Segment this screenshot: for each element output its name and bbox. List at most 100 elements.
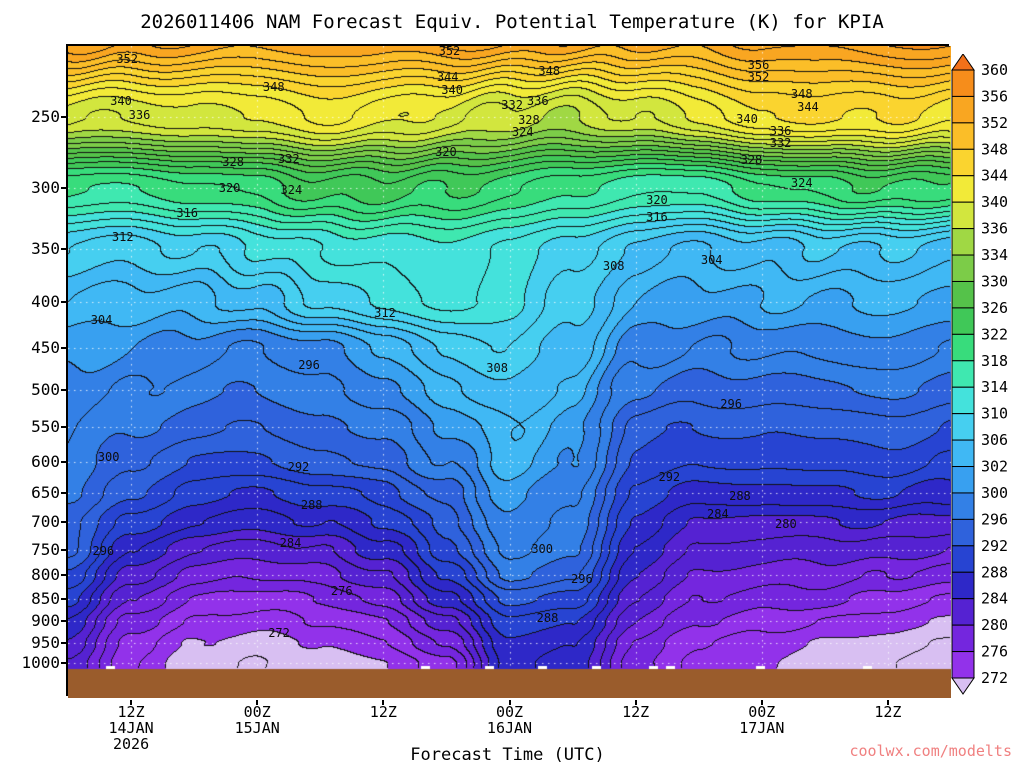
y-tick-mark <box>61 492 66 495</box>
colorbar-label: 326 <box>981 299 1008 317</box>
colorbar-label: 318 <box>981 352 1008 370</box>
contour-label: 284 <box>279 535 302 550</box>
contour-label: 340 <box>441 83 463 98</box>
colorbar-label: 276 <box>981 643 1008 661</box>
y-tick-mark <box>61 661 66 664</box>
x-tick-label: 00Z <box>495 703 524 721</box>
colorbar-segment <box>951 545 975 573</box>
x-tick-mark <box>886 700 889 705</box>
contour-label: 296 <box>720 396 742 411</box>
contour-label: 304 <box>90 312 113 327</box>
colorbar-label: 334 <box>981 246 1008 264</box>
contour-label: 332 <box>277 151 300 166</box>
y-tick-label: 800 <box>31 565 60 584</box>
contour-label: 308 <box>602 258 625 273</box>
contour-label: 340 <box>110 93 132 108</box>
colorbar-label: 344 <box>981 167 1008 185</box>
colorbar-label: 272 <box>981 669 1008 687</box>
colorbar-segment <box>951 148 975 177</box>
y-tick-label: 950 <box>31 632 60 652</box>
colorbar-label: 360 <box>981 61 1008 79</box>
contour-field-canvas <box>68 46 951 698</box>
colorbar-segment <box>951 254 975 282</box>
colorbar-segment <box>951 624 975 653</box>
contour-label: 292 <box>658 469 681 484</box>
contour-label: 276 <box>330 584 353 599</box>
colorbar-segment <box>951 598 975 626</box>
contour-label: 288 <box>729 488 751 503</box>
colorbar-segment <box>951 466 975 494</box>
colorbar-segment <box>951 333 975 362</box>
colorbar-segment <box>951 95 975 124</box>
contour-label: 288 <box>536 611 559 626</box>
y-tick-mark <box>61 347 66 350</box>
y-tick-mark <box>61 460 66 463</box>
x-date-label: 16JAN <box>486 719 533 737</box>
colorbar-label: 330 <box>981 272 1008 290</box>
contour-label: 348 <box>538 63 561 78</box>
contour-label: 292 <box>287 459 310 474</box>
colorbar-label: 314 <box>981 378 1008 396</box>
contour-label: 328 <box>740 153 763 168</box>
y-tick-mark <box>61 300 66 303</box>
contour-label: 324 <box>280 183 303 198</box>
y-tick-label: 300 <box>31 178 60 198</box>
contour-label: 280 <box>775 516 797 531</box>
colorbar-label: 356 <box>981 87 1008 105</box>
colorbar-label: 284 <box>981 590 1008 608</box>
colorbar-label: 292 <box>981 537 1008 555</box>
contour-label: 324 <box>511 125 534 140</box>
y-tick-label: 350 <box>31 239 60 259</box>
contour-label: 284 <box>707 507 729 522</box>
colorbar-segment <box>951 201 975 230</box>
contour-label: 316 <box>646 209 668 224</box>
y-tick-label: 550 <box>31 417 60 437</box>
colorbar-segment <box>951 228 975 256</box>
contour-label: 308 <box>486 361 508 376</box>
y-tick-label: 750 <box>31 539 60 559</box>
colorbar-label: 352 <box>981 114 1008 132</box>
colorbar-label: 302 <box>981 458 1008 476</box>
x-tick-mark <box>256 700 259 705</box>
colorbar-label: 288 <box>981 563 1008 581</box>
contour-label: 312 <box>111 230 134 245</box>
x-tick-label: 00Z <box>748 703 776 721</box>
colorbar-label: 310 <box>981 405 1008 423</box>
colorbar-label: 296 <box>981 510 1008 528</box>
x-year-label: 2026 <box>113 735 150 753</box>
contour-label: 352 <box>747 70 770 85</box>
y-tick-mark <box>61 597 66 600</box>
y-tick-label: 700 <box>31 512 60 532</box>
contour-label: 336 <box>769 123 792 138</box>
colorbar-segment <box>951 69 975 97</box>
x-tick-mark <box>760 700 763 705</box>
colorbar-label: 348 <box>981 140 1008 158</box>
y-tick-mark <box>61 388 66 391</box>
contour-label: 348 <box>262 80 285 95</box>
colorbar-arrow-bottom <box>951 677 975 695</box>
chart-title: 2026011406 NAM Forecast Equiv. Potential… <box>140 11 884 33</box>
colorbar-segment <box>951 307 975 335</box>
y-tick-label: 1000 <box>21 652 60 672</box>
colorbar-segment <box>951 360 975 388</box>
y-tick-label: 400 <box>31 291 60 311</box>
colorbar-arrow-top <box>951 53 975 71</box>
contour-label: 332 <box>769 136 792 151</box>
contour-label: 336 <box>526 93 549 108</box>
contour-label: 320 <box>646 192 668 207</box>
contour-label: 336 <box>128 108 151 123</box>
contour-label: 320 <box>218 181 241 196</box>
x-tick-label: 12Z <box>369 703 397 721</box>
y-tick-label: 500 <box>31 379 60 399</box>
contour-label: 328 <box>222 155 244 170</box>
x-tick-mark <box>508 700 511 705</box>
x-tick-label: 12Z <box>117 703 145 721</box>
contour-label: 328 <box>518 112 540 127</box>
y-tick-mark <box>61 248 66 251</box>
contour-label: 288 <box>300 498 323 512</box>
x-tick-label: 12Z <box>622 703 650 721</box>
contour-label: 352 <box>116 52 138 67</box>
contour-label: 352 <box>438 44 461 59</box>
contour-label: 300 <box>531 542 553 557</box>
